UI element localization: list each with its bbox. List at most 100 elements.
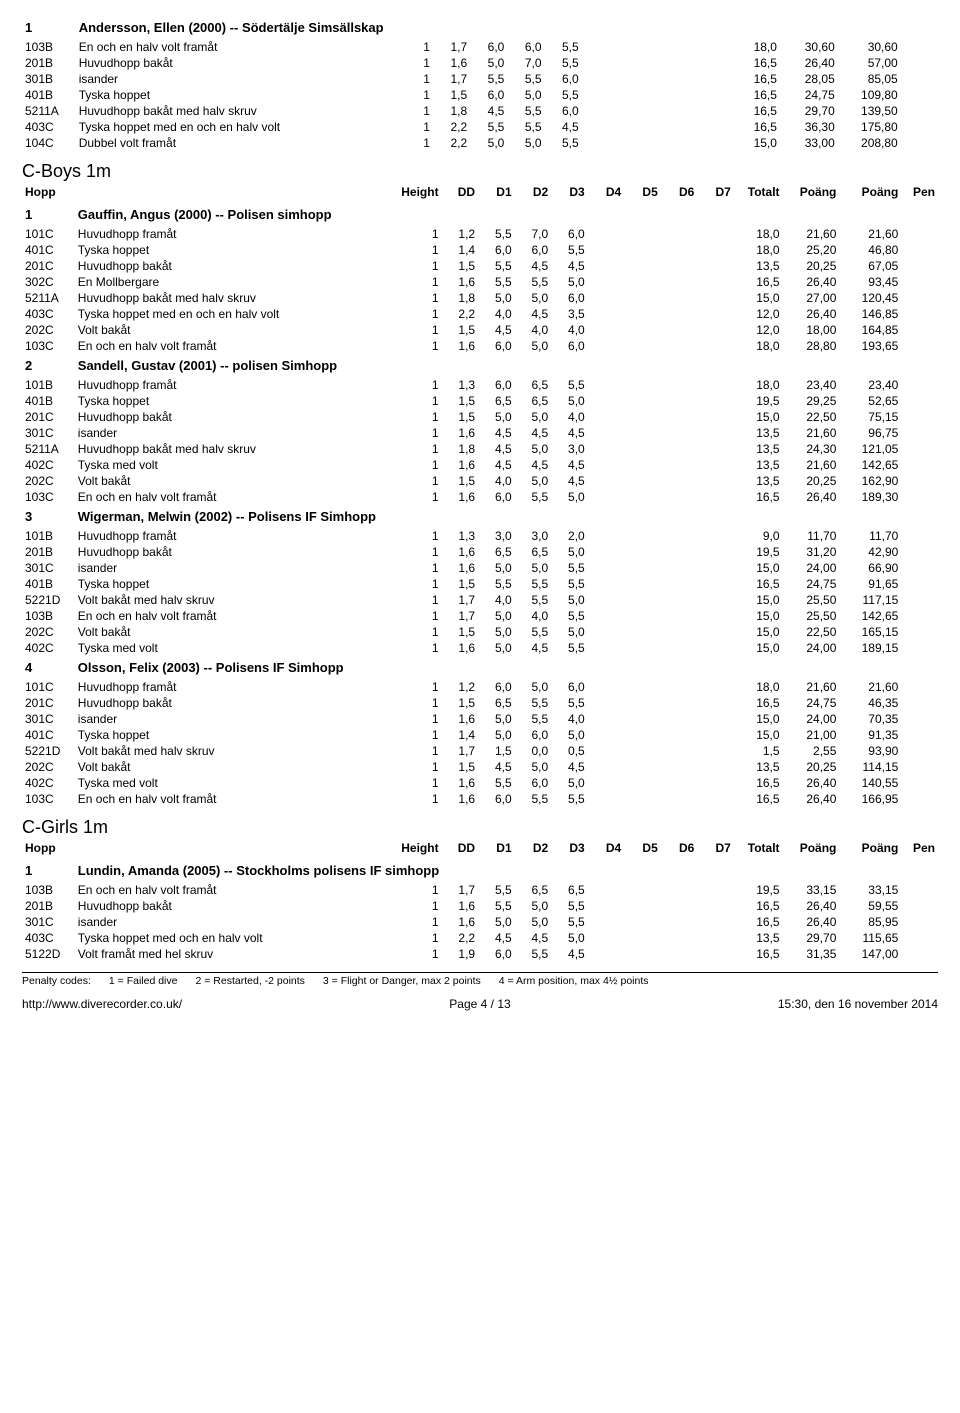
cell: 1 bbox=[398, 914, 442, 930]
cell bbox=[901, 946, 938, 962]
dive-row: 5221DVolt bakåt med halv skruv11,74,05,5… bbox=[22, 592, 938, 608]
cell: 21,00 bbox=[783, 727, 840, 743]
cell: 5,0 bbox=[515, 914, 552, 930]
rank: 2 bbox=[22, 354, 75, 377]
cell bbox=[588, 743, 625, 759]
cell: 103C bbox=[22, 338, 75, 354]
cell: 1,9 bbox=[442, 946, 479, 962]
cell: 166,95 bbox=[839, 791, 901, 807]
cell: Volt bakåt bbox=[75, 759, 398, 775]
dive-row: 201CHuvudhopp bakåt11,55,05,04,015,022,5… bbox=[22, 409, 938, 425]
cell: 1,8 bbox=[433, 103, 470, 119]
cell: 1 bbox=[398, 695, 442, 711]
cell bbox=[588, 242, 625, 258]
cell: 201C bbox=[22, 258, 75, 274]
cell: 5,0 bbox=[551, 930, 588, 946]
cell bbox=[901, 608, 938, 624]
diver-name-row: 3Wigerman, Melwin (2002) -- Polisens IF … bbox=[22, 505, 938, 528]
section-boys-title: C-Boys 1m bbox=[22, 161, 938, 182]
cell: En Mollbergare bbox=[75, 274, 398, 290]
cell: 202C bbox=[22, 624, 75, 640]
cell: 5,5 bbox=[515, 695, 552, 711]
dive-row: 301Cisander11,65,05,54,015,024,0070,35 bbox=[22, 711, 938, 727]
cell: Tyska hoppet bbox=[75, 576, 398, 592]
cell: 5,0 bbox=[478, 640, 515, 656]
cell bbox=[588, 914, 625, 930]
dive-row: 5221DVolt bakåt med halv skruv11,71,50,0… bbox=[22, 743, 938, 759]
cell: 193,65 bbox=[839, 338, 901, 354]
cell: 1 bbox=[398, 560, 442, 576]
cell: 4,0 bbox=[478, 592, 515, 608]
cell: 16,5 bbox=[734, 946, 783, 962]
cell: 1 bbox=[398, 544, 442, 560]
cell: Huvudhopp bakåt med halv skruv bbox=[75, 441, 398, 457]
cell: 189,15 bbox=[839, 640, 901, 656]
dive-row: 103CEn och en halv volt framåt11,66,05,5… bbox=[22, 791, 938, 807]
cell: Huvudhopp bakåt bbox=[75, 898, 398, 914]
cell: 1,3 bbox=[442, 377, 479, 393]
cell: 25,20 bbox=[783, 242, 840, 258]
cell: 5,0 bbox=[478, 914, 515, 930]
cell: 18,00 bbox=[783, 322, 840, 338]
cell: 401C bbox=[22, 727, 75, 743]
cell: 1,5 bbox=[442, 473, 479, 489]
cell bbox=[582, 55, 619, 71]
cell: 1,7 bbox=[442, 608, 479, 624]
cell: 42,90 bbox=[839, 544, 901, 560]
cell: 16,5 bbox=[734, 791, 783, 807]
cell: 7,0 bbox=[515, 226, 552, 242]
cell: 15,0 bbox=[730, 135, 780, 151]
cell bbox=[661, 489, 698, 505]
cell bbox=[588, 640, 625, 656]
cell: 21,60 bbox=[839, 679, 901, 695]
cell: isander bbox=[76, 71, 404, 87]
cell: 5,5 bbox=[478, 226, 515, 242]
cell: 1 bbox=[398, 393, 442, 409]
cell: 401C bbox=[22, 242, 75, 258]
cell: 1 bbox=[398, 306, 442, 322]
cell: 202C bbox=[22, 473, 75, 489]
cell: 6,0 bbox=[551, 679, 588, 695]
cell bbox=[901, 409, 938, 425]
cell bbox=[661, 258, 698, 274]
dive-row: 402CTyska med volt11,65,56,05,016,526,40… bbox=[22, 775, 938, 791]
cell bbox=[624, 695, 661, 711]
cell: 6,0 bbox=[478, 377, 515, 393]
cell: 30,60 bbox=[780, 39, 838, 55]
cell bbox=[624, 946, 661, 962]
cell bbox=[588, 274, 625, 290]
cell bbox=[582, 71, 619, 87]
cell: 9,0 bbox=[734, 528, 783, 544]
cell: 5,0 bbox=[507, 87, 544, 103]
cell: 26,40 bbox=[783, 306, 840, 322]
cell: 24,00 bbox=[783, 711, 840, 727]
cell: 1 bbox=[398, 775, 442, 791]
cell: 1,6 bbox=[442, 489, 479, 505]
cell: 147,00 bbox=[839, 946, 901, 962]
cell: 6,0 bbox=[545, 103, 582, 119]
cell bbox=[661, 322, 698, 338]
cell: 5,5 bbox=[507, 71, 544, 87]
cell bbox=[661, 882, 698, 898]
rank: 1 bbox=[22, 859, 75, 882]
dive-row: 101CHuvudhopp framåt11,26,05,06,018,021,… bbox=[22, 679, 938, 695]
cell: 139,50 bbox=[838, 103, 901, 119]
cell: 1,6 bbox=[442, 898, 479, 914]
cell: 5,0 bbox=[551, 393, 588, 409]
cell: 26,40 bbox=[783, 775, 840, 791]
cell: 1,5 bbox=[433, 87, 470, 103]
cell: 5,0 bbox=[515, 679, 552, 695]
cell bbox=[697, 759, 734, 775]
col-header: D7 bbox=[697, 840, 734, 859]
cell: 15,0 bbox=[734, 409, 783, 425]
cell: 6,0 bbox=[478, 679, 515, 695]
cell: Huvudhopp framåt bbox=[75, 528, 398, 544]
cell: 4,5 bbox=[551, 946, 588, 962]
cell: 120,45 bbox=[839, 290, 901, 306]
cell: 5,0 bbox=[515, 560, 552, 576]
cell bbox=[619, 87, 656, 103]
cell: 26,40 bbox=[783, 898, 840, 914]
cell: 22,50 bbox=[783, 409, 840, 425]
cell: 109,80 bbox=[838, 87, 901, 103]
cell: 3,0 bbox=[515, 528, 552, 544]
